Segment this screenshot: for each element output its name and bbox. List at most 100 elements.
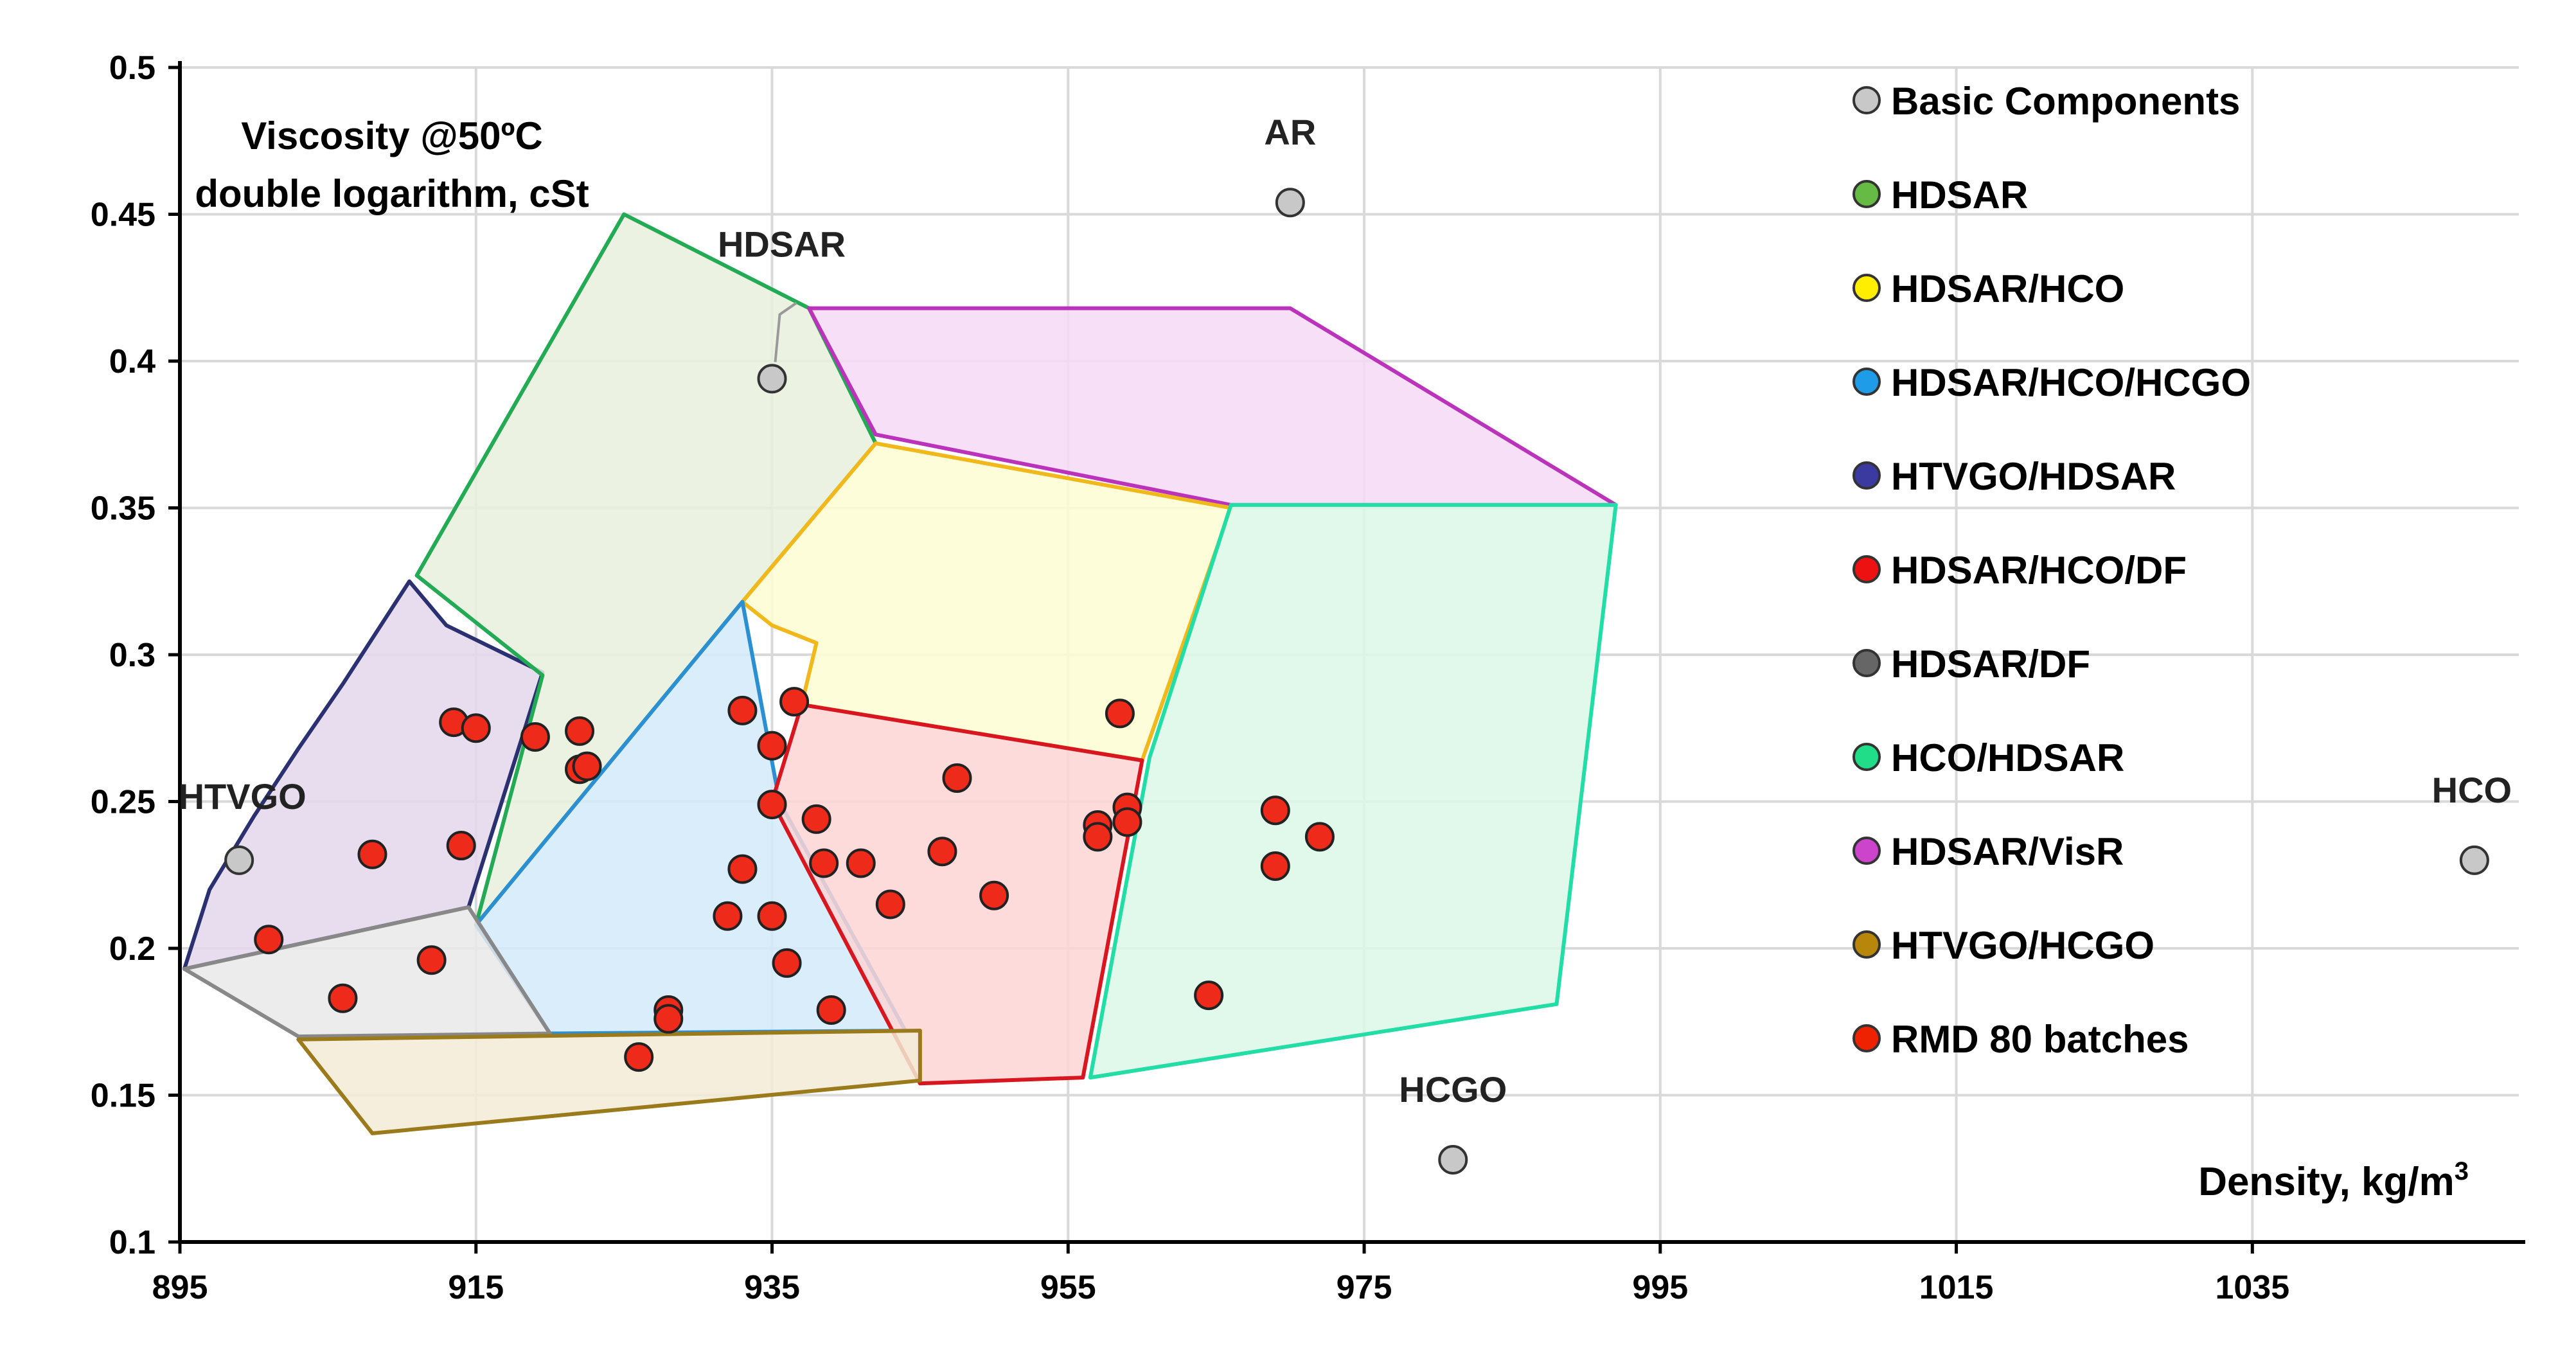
leader-line xyxy=(774,301,797,362)
x-tick-label: 1035 xyxy=(2215,1269,2289,1306)
batch-point xyxy=(727,854,758,884)
batch-point xyxy=(624,1042,654,1072)
y-tick-label: 0.1 xyxy=(109,1224,155,1261)
legend-marker xyxy=(1852,86,1881,114)
batch-point xyxy=(328,983,358,1013)
batch-point xyxy=(809,848,839,878)
batch-point xyxy=(1260,795,1290,826)
tick-labels: 0.1 0.15 0.2 0.25 0.3 0.35 0.4 0.45 0.5 895 915 935… xyxy=(91,49,2289,1306)
batch-point xyxy=(520,722,550,752)
legend-marker xyxy=(1852,743,1881,771)
basic-component-label: HDSAR xyxy=(718,224,846,264)
batch-point xyxy=(1083,822,1113,852)
batch-point xyxy=(713,901,743,931)
batch-point xyxy=(846,848,876,878)
basic-component-marker xyxy=(1438,1145,1468,1175)
batch-point xyxy=(801,804,831,834)
batch-point xyxy=(816,995,846,1025)
batch-point xyxy=(757,790,787,820)
batch-point xyxy=(1260,851,1290,882)
y-tick-label: 0.15 xyxy=(91,1078,155,1115)
batch-point xyxy=(1304,822,1335,852)
basic-components: HTVGO HDSAR AR HCGO HCO xyxy=(179,112,2512,1175)
batch-point xyxy=(1112,807,1142,837)
basic-component-marker xyxy=(224,845,254,875)
legend-marker xyxy=(1852,930,1881,959)
legend-marker xyxy=(1852,461,1881,490)
basic-component-marker xyxy=(1275,188,1305,218)
batch-point xyxy=(927,837,957,867)
x-tick-label: 895 xyxy=(152,1269,208,1306)
basic-component-label: HCGO xyxy=(1399,1069,1507,1110)
legend-marker xyxy=(1852,274,1881,302)
region-htvgo-hcgo xyxy=(296,1029,922,1135)
y-tick-label: 0.4 xyxy=(109,343,155,380)
batch-point xyxy=(942,763,972,793)
x-tick-label: 975 xyxy=(1337,1269,1392,1306)
annotations: Viscosity @50ºC double logarithm, cSt De… xyxy=(195,114,2469,1204)
regions xyxy=(182,212,1618,1135)
region-hco-hdsar xyxy=(1088,502,1618,1080)
legend-label: HTVGO/HDSAR xyxy=(1891,455,2176,498)
region-hdsar-df xyxy=(182,905,552,1039)
y-tick-label: 0.5 xyxy=(109,49,155,87)
batch-point xyxy=(727,695,758,725)
legend-label: HDSAR xyxy=(1891,173,2028,217)
legend-label: HDSAR/VisR xyxy=(1891,830,2124,873)
legend-marker xyxy=(1852,180,1881,208)
legend-label: HDSAR/DF xyxy=(1891,643,2090,686)
x-axis-label: Density, kg/m3 xyxy=(2198,1157,2469,1204)
legend-label: RMD 80 batches xyxy=(1891,1018,2189,1061)
legend-marker xyxy=(1852,837,1881,865)
x-axis-label-superscript: 3 xyxy=(2455,1157,2469,1185)
basic-component-label: HCO xyxy=(2432,770,2512,810)
legend: Basic Components HDSAR HDSAR/HCO HDSAR/HCO/… xyxy=(1852,80,2251,1061)
batch-point xyxy=(979,880,1009,910)
x-tick-label: 1015 xyxy=(1919,1269,1994,1306)
x-tick-label: 935 xyxy=(744,1269,800,1306)
y-tick-label: 0.2 xyxy=(109,930,155,968)
legend-label: HTVGO/HCGO xyxy=(1891,924,2154,967)
y-tick-label: 0.45 xyxy=(91,197,155,234)
batch-point xyxy=(461,713,491,743)
batch-point xyxy=(772,948,802,978)
batches xyxy=(254,687,1335,1072)
batch-point xyxy=(757,731,787,761)
legend-marker xyxy=(1852,555,1881,583)
legend-label: HDSAR/HCO xyxy=(1891,267,2124,310)
legend-label: Basic Components xyxy=(1891,80,2240,123)
basic-component-label: AR xyxy=(1264,112,1316,152)
batch-point xyxy=(1194,980,1224,1011)
legend-label: HCO/HDSAR xyxy=(1891,736,2124,779)
y-tick-label: 0.25 xyxy=(91,784,155,821)
x-tick-label: 955 xyxy=(1040,1269,1096,1306)
legend-marker xyxy=(1852,368,1881,396)
chart-title-line-1: Viscosity @50ºC xyxy=(241,114,543,157)
batch-point xyxy=(254,925,284,955)
basic-component-marker xyxy=(2459,845,2489,875)
legend-marker xyxy=(1852,1024,1881,1052)
chart-title-line-2: double logarithm, cSt xyxy=(195,172,589,215)
legend-marker xyxy=(1852,649,1881,677)
batch-point xyxy=(572,751,602,781)
batch-point xyxy=(446,831,476,861)
batch-point xyxy=(565,716,595,746)
batch-point xyxy=(357,839,387,869)
x-axis-label-text: Density, kg/m xyxy=(2198,1160,2455,1204)
basic-component-marker xyxy=(757,364,787,394)
legend-label: HDSAR/HCO/DF xyxy=(1891,549,2187,592)
x-tick-label: 995 xyxy=(1632,1269,1688,1306)
y-tick-label: 0.3 xyxy=(109,637,155,674)
x-tick-label: 915 xyxy=(448,1269,504,1306)
y-tick-label: 0.35 xyxy=(91,490,155,528)
batch-point xyxy=(757,901,787,931)
legend-label: HDSAR/HCO/HCGO xyxy=(1891,361,2251,404)
region-hdsar-hco-df xyxy=(770,702,1144,1086)
batch-point xyxy=(416,945,447,975)
axes xyxy=(168,61,2525,1254)
batch-point xyxy=(875,889,905,919)
batch-point xyxy=(653,1004,684,1034)
batch-point xyxy=(779,687,810,717)
batch-point xyxy=(1105,698,1135,729)
